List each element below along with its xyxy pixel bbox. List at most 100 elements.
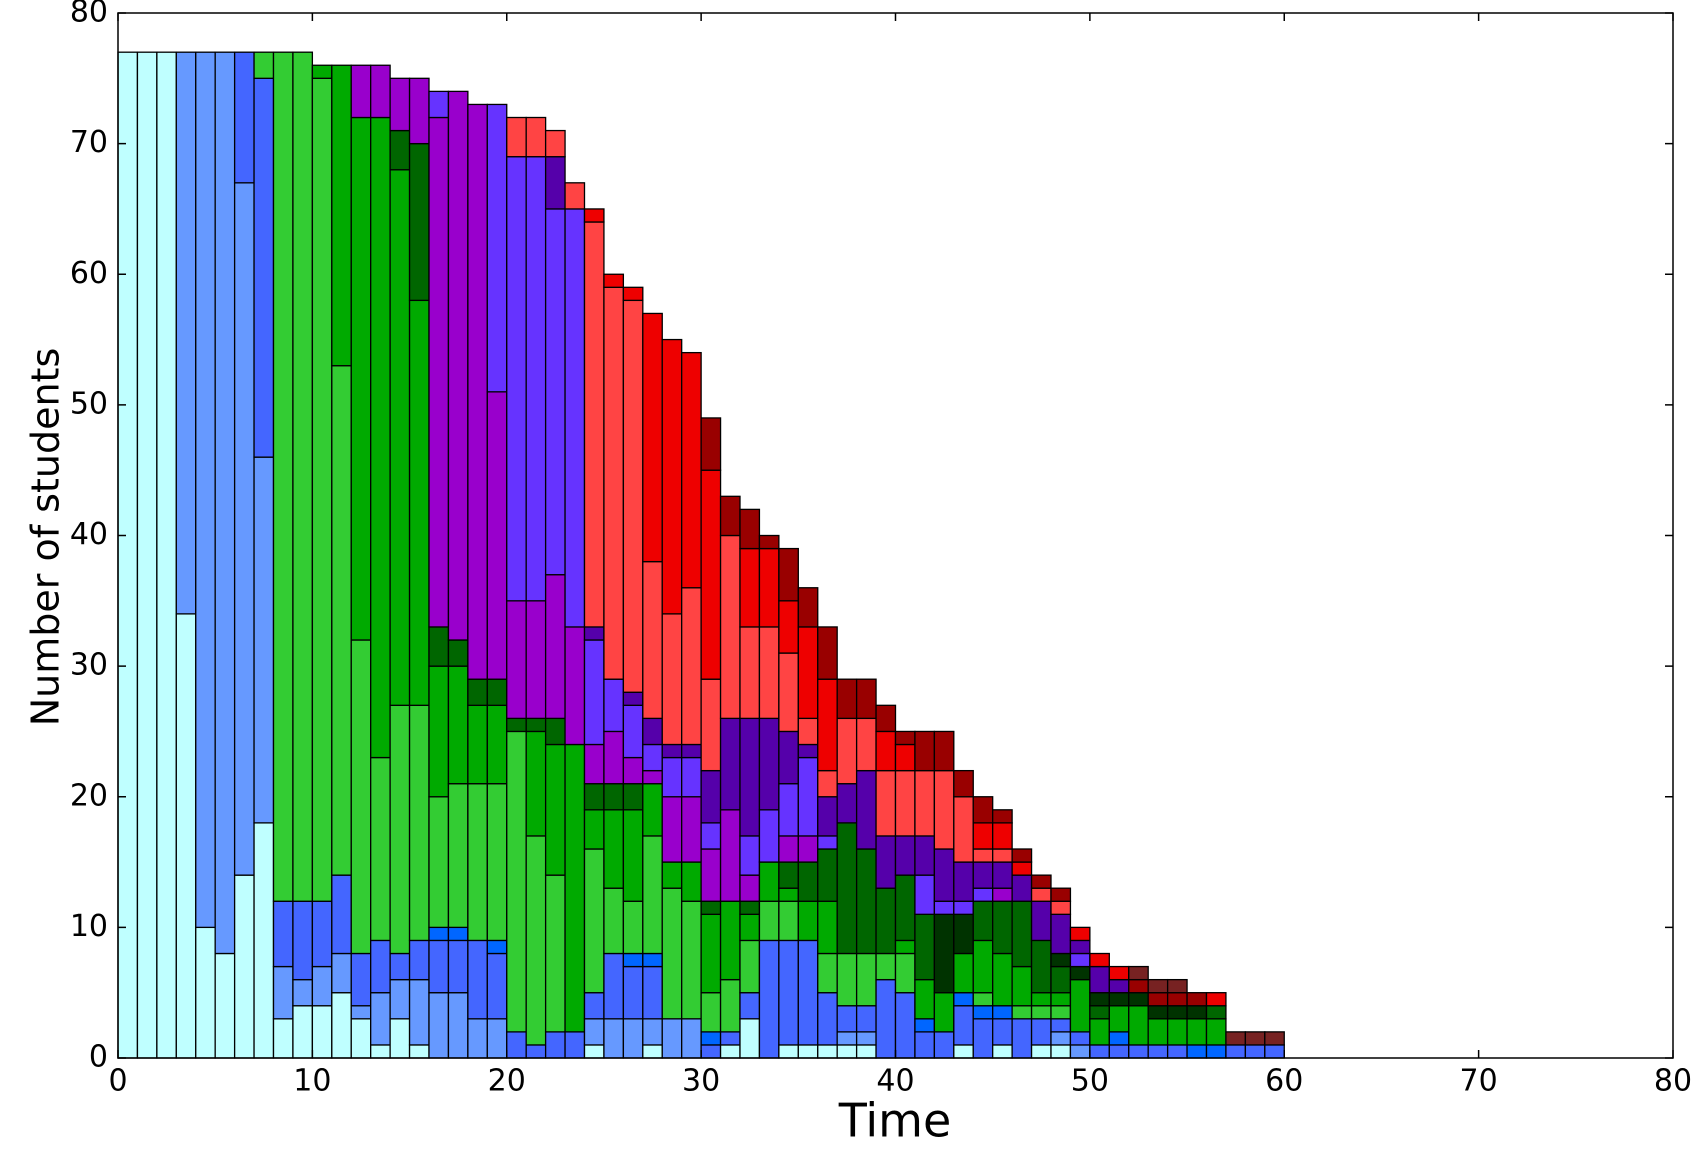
- bar-segment: [778, 861, 799, 889]
- bar-segment: [1147, 1044, 1169, 1059]
- bar-segment: [758, 861, 780, 902]
- bar-segment: [992, 887, 1013, 902]
- bar-segment: [622, 691, 644, 706]
- bar-segment: [1108, 1005, 1130, 1033]
- bar-segment: [739, 992, 761, 1020]
- bar-segment: [1011, 1005, 1033, 1020]
- bar-segment: [467, 1018, 488, 1059]
- bar-segment: [1264, 1044, 1285, 1059]
- bar-segment: [817, 992, 838, 1046]
- bar-segment: [914, 874, 936, 915]
- bar-segment: [486, 1018, 508, 1059]
- bar-segment: [914, 913, 936, 981]
- bar-segment: [894, 939, 916, 955]
- bar-segment: [447, 665, 469, 785]
- bar-segment: [331, 874, 352, 955]
- bar-segment: [1128, 978, 1149, 994]
- bar-segment: [700, 822, 722, 850]
- bar-segment: [642, 560, 663, 720]
- bar-segment: [817, 900, 838, 955]
- bar-segment: [389, 169, 411, 706]
- bar-segment: [836, 1031, 858, 1046]
- bar-segment: [544, 156, 566, 210]
- bar-segment: [1030, 939, 1052, 994]
- bar-segment: [622, 704, 644, 759]
- bar-segment: [894, 769, 916, 837]
- bar-segment: [700, 469, 722, 680]
- bar-segment: [681, 861, 702, 902]
- bar-segment: [1030, 874, 1052, 889]
- bar-segment: [233, 874, 255, 1059]
- y-tick-label: 40: [70, 517, 108, 552]
- bar-segment: [408, 1044, 430, 1059]
- bar-segment: [953, 1044, 974, 1059]
- bar-segment: [1089, 1044, 1110, 1059]
- bar-segment: [797, 626, 819, 720]
- bar-segment: [389, 704, 411, 955]
- bar-segment: [583, 743, 605, 785]
- bar-segment: [564, 626, 586, 746]
- x-tick-label: 50: [1071, 1064, 1109, 1099]
- bar-segment: [272, 51, 294, 902]
- bar-segment: [253, 456, 275, 824]
- bar-segment: [1225, 1031, 1247, 1046]
- bar-segment: [292, 1005, 314, 1059]
- bar-segment: [992, 848, 1013, 863]
- bar-segment: [817, 1044, 838, 1059]
- bar-segment: [603, 887, 625, 955]
- bar-segment: [933, 900, 955, 915]
- bar-segment: [311, 1005, 333, 1059]
- bar-segment: [992, 1018, 1013, 1046]
- bar-segment: [1030, 900, 1052, 942]
- x-tick-label: 30: [682, 1064, 720, 1099]
- bar-segment: [350, 952, 372, 1007]
- bar-segment: [1147, 992, 1169, 1007]
- bar-segment: [214, 51, 236, 955]
- bar-segment: [1089, 965, 1110, 994]
- bar-segment: [797, 743, 819, 759]
- bar-segment: [797, 861, 819, 902]
- bar-segment: [603, 286, 625, 680]
- bar-segment: [836, 783, 858, 824]
- bar-segment: [642, 952, 663, 968]
- x-tick-label: 40: [876, 1064, 914, 1099]
- bar-segment: [583, 848, 605, 994]
- bar-segment: [739, 874, 761, 902]
- bar-segment: [992, 900, 1013, 955]
- bar-segment: [467, 783, 488, 942]
- bar-segment: [1186, 1044, 1208, 1059]
- bar-segment: [778, 900, 799, 942]
- bar-segment: [408, 142, 430, 302]
- bar-segment: [253, 51, 275, 79]
- bar-segment: [875, 730, 897, 772]
- bar-segment: [486, 678, 508, 706]
- bar-segment: [272, 1018, 294, 1059]
- bar-segment: [700, 848, 722, 902]
- bar-segment: [758, 534, 780, 550]
- bar-segment: [370, 939, 391, 994]
- bar-segment: [525, 600, 547, 720]
- bar-segment: [739, 717, 761, 837]
- bar-segment: [875, 978, 897, 1059]
- bar-segment: [719, 1031, 741, 1046]
- bar-segment: [739, 913, 761, 942]
- bar-segment: [778, 939, 799, 1046]
- bar-segment: [603, 730, 625, 785]
- bar-segment: [311, 77, 333, 902]
- bar-segment: [583, 1044, 605, 1059]
- bar-segment: [661, 887, 683, 1020]
- bar-segment: [583, 1018, 605, 1046]
- bar-segment: [1089, 992, 1110, 1007]
- bar-segment: [894, 743, 916, 772]
- bar-segment: [506, 116, 527, 158]
- bar-segment: [836, 678, 858, 720]
- bar-segment: [681, 351, 702, 589]
- bar-segment: [933, 1031, 955, 1059]
- bar-segment: [564, 1031, 586, 1059]
- bar-segment: [544, 717, 566, 746]
- bar-segment: [447, 939, 469, 994]
- bar-segment: [700, 900, 722, 915]
- bar-segment: [1108, 965, 1130, 981]
- bar-segment: [1128, 1044, 1149, 1059]
- bar-segment: [467, 678, 488, 706]
